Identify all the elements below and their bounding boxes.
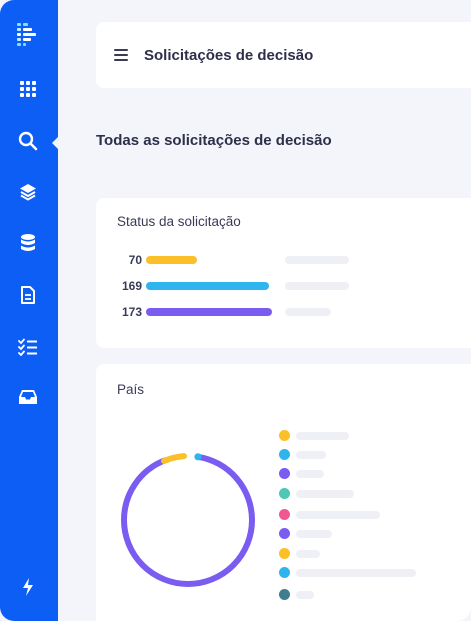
donut-segment-blue[interactable] bbox=[194, 453, 202, 461]
logo-icon[interactable] bbox=[13, 20, 43, 50]
country-card: País bbox=[96, 364, 471, 621]
database-icon[interactable] bbox=[13, 228, 43, 258]
page-title: Todas as solicitações de decisão bbox=[96, 132, 332, 149]
donut-segment-purple[interactable] bbox=[121, 453, 255, 587]
status-bar-row[interactable]: 173 bbox=[96, 305, 471, 319]
layers-icon[interactable] bbox=[13, 177, 43, 207]
document-icon[interactable] bbox=[13, 280, 43, 310]
checklist-icon[interactable] bbox=[13, 332, 43, 362]
header-title: Solicitações de decisão bbox=[144, 47, 314, 64]
label-placeholder bbox=[285, 256, 349, 264]
donut-segment-yellow[interactable] bbox=[161, 453, 187, 464]
label-placeholder bbox=[285, 308, 331, 316]
status-bar-value: 169 bbox=[121, 279, 142, 293]
status-bar bbox=[146, 282, 269, 290]
status-bar-row[interactable]: 169 bbox=[96, 279, 471, 293]
hamburger-menu-icon[interactable] bbox=[114, 49, 128, 61]
grid-icon[interactable] bbox=[13, 74, 43, 104]
status-bar-value: 173 bbox=[121, 305, 142, 319]
status-card: Status da solicitação 70 169 173 bbox=[96, 198, 471, 348]
search-icon[interactable] bbox=[13, 126, 43, 156]
lightning-icon[interactable] bbox=[13, 572, 43, 602]
label-placeholder bbox=[285, 282, 349, 290]
sidebar bbox=[0, 0, 59, 621]
active-indicator bbox=[52, 136, 59, 150]
country-card-title: País bbox=[117, 382, 145, 397]
status-bar-row[interactable]: 70 bbox=[96, 253, 471, 267]
status-card-title: Status da solicitação bbox=[117, 214, 241, 229]
status-bar bbox=[146, 256, 197, 264]
status-bar-value: 70 bbox=[128, 253, 142, 267]
country-donut-chart[interactable] bbox=[120, 440, 256, 588]
inbox-icon[interactable] bbox=[13, 382, 43, 412]
status-bar bbox=[146, 308, 272, 316]
top-bar: Solicitações de decisão bbox=[96, 22, 471, 88]
